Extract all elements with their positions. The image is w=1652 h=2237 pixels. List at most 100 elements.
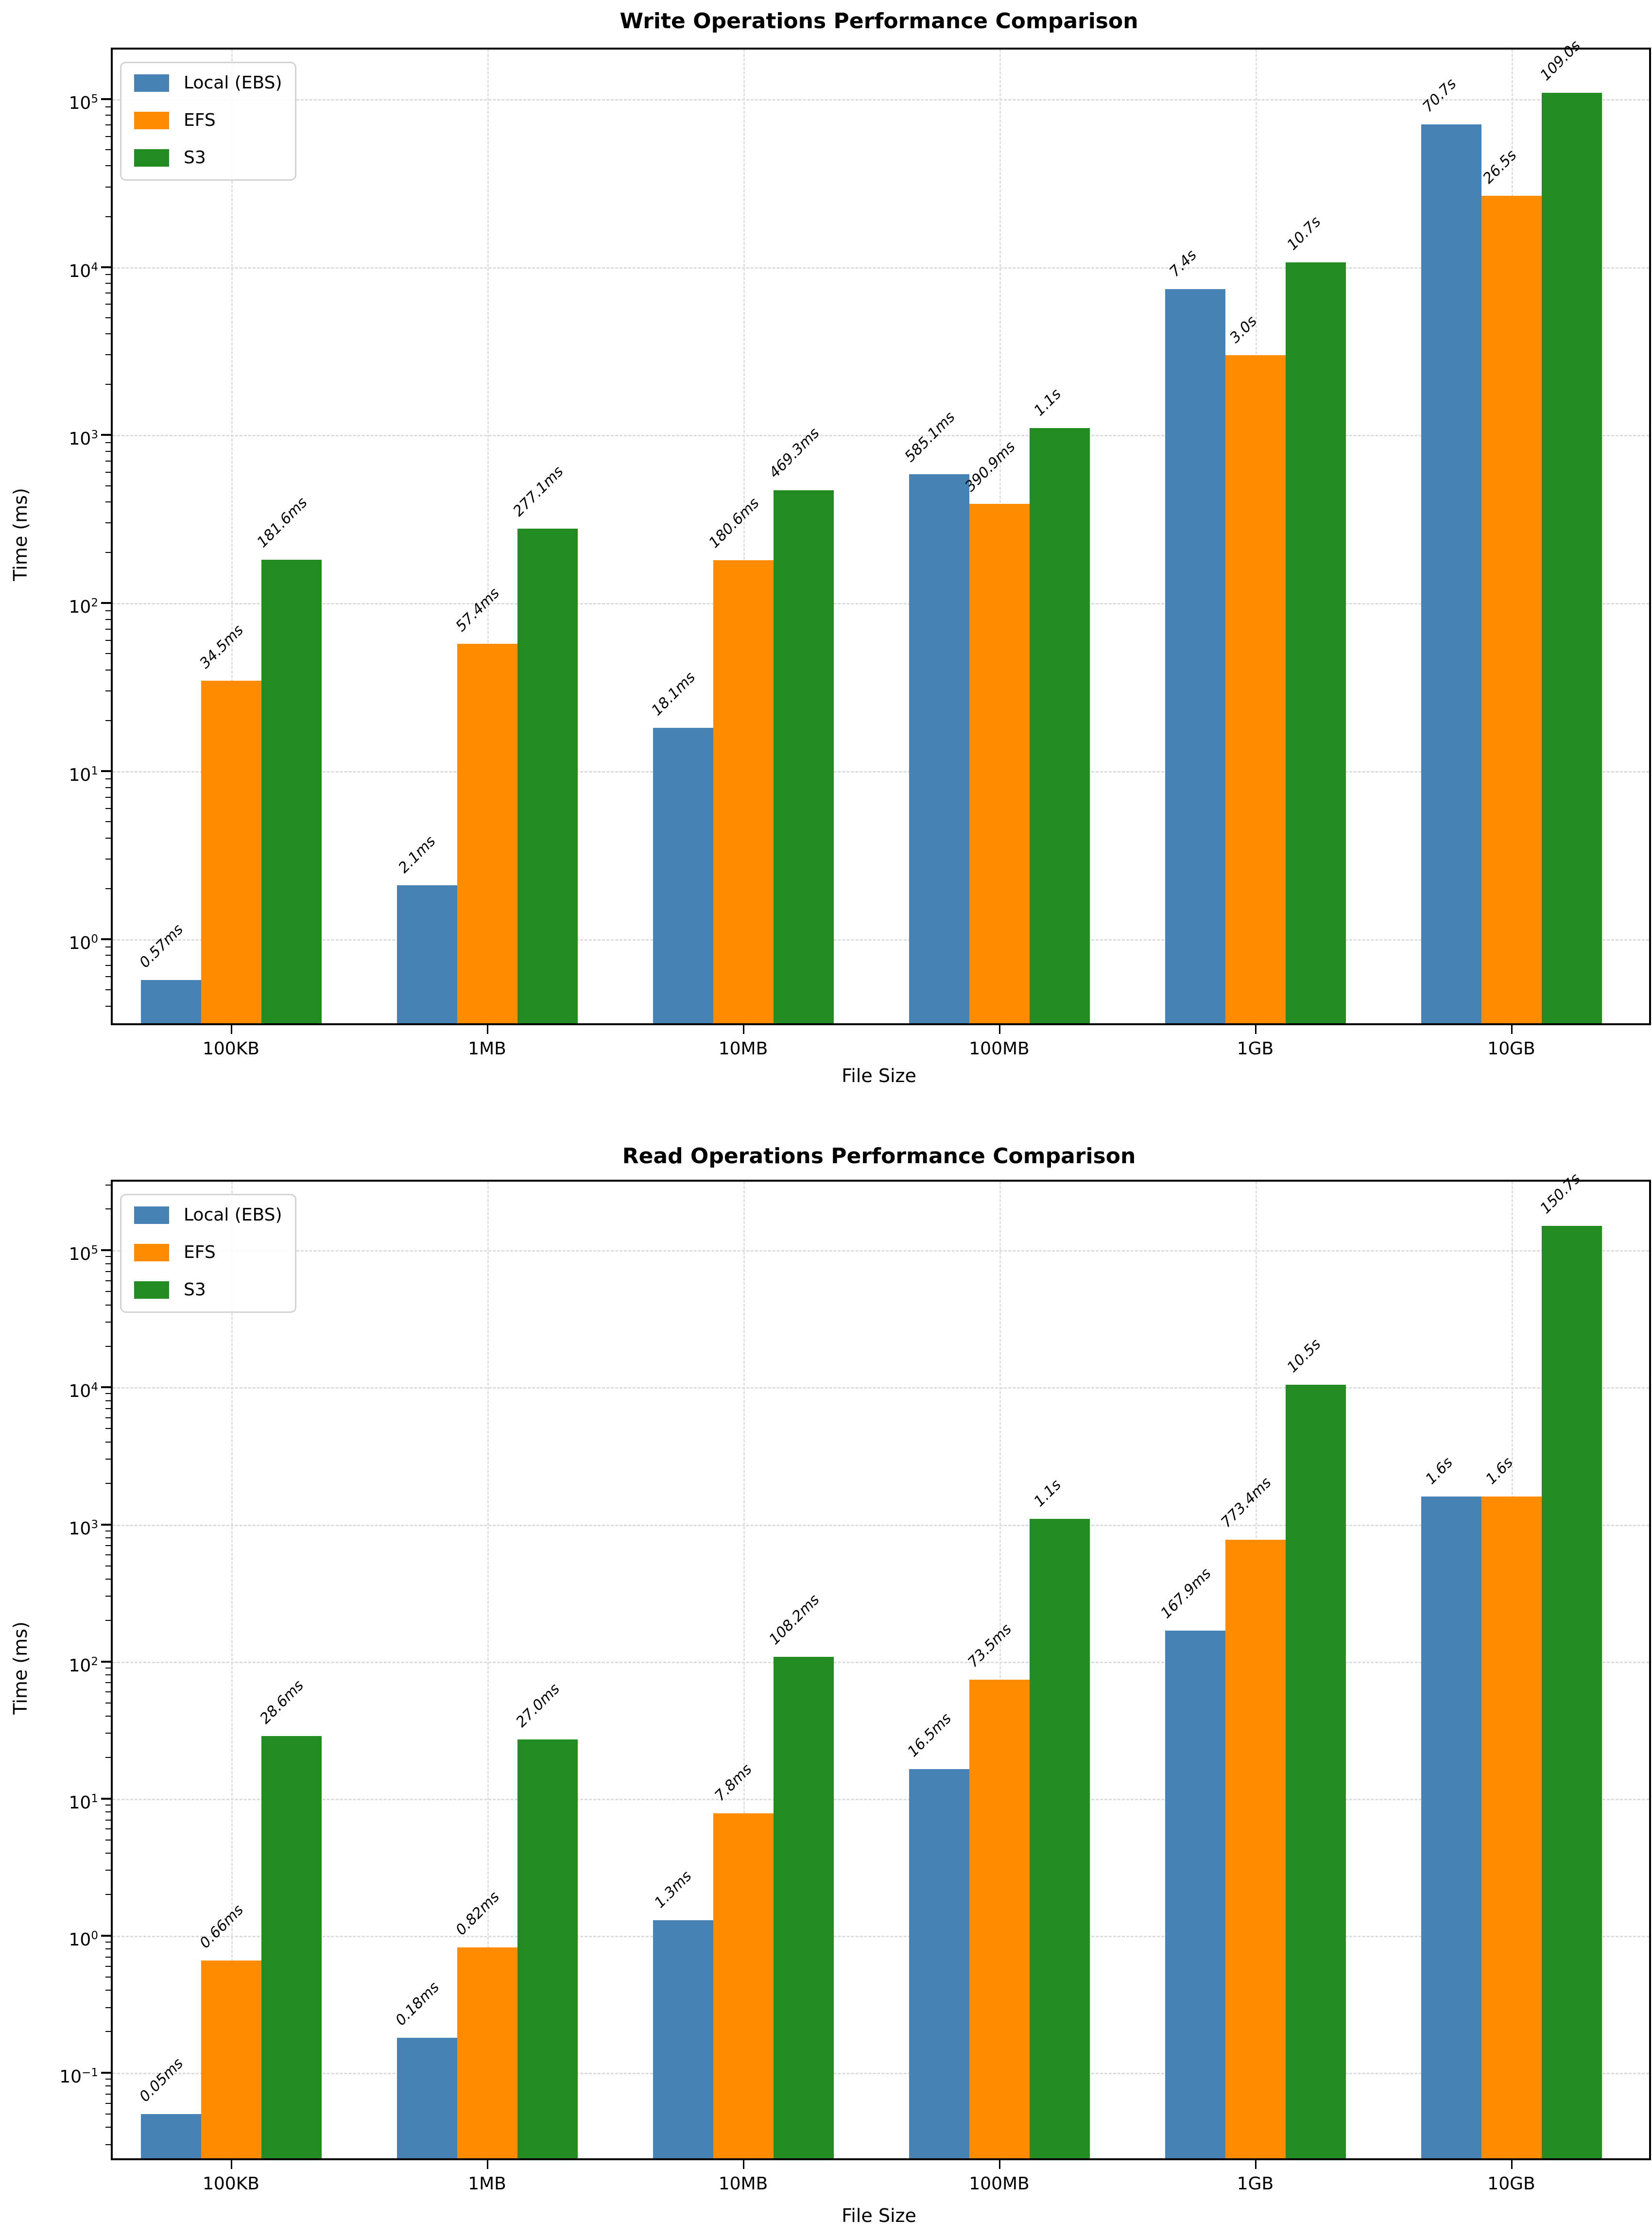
x-tick [230, 1025, 232, 1034]
x-gridline [743, 50, 745, 1023]
y-gridline [113, 99, 1649, 101]
y-minor-tick [105, 274, 111, 275]
y-tick-label: 100 [69, 932, 98, 953]
bar-value-label: 469.3ms [766, 424, 823, 482]
y-gridline [113, 1524, 1649, 1526]
y-minor-tick [105, 964, 111, 966]
y-tick-label: 102 [69, 1655, 98, 1676]
legend-item-s3: S3 [134, 1280, 282, 1300]
bar-value-label: 390.9ms [962, 438, 1019, 495]
x-tick [742, 2160, 744, 2169]
y-major-tick [101, 98, 111, 100]
bar-value-label: 180.6ms [706, 494, 763, 551]
bar-local-ebs-10mb [653, 1920, 713, 2158]
bar-local-ebs-10mb [653, 728, 713, 1023]
y-minor-tick [105, 821, 111, 823]
bar-s3-100kb [261, 559, 322, 1023]
y-tick-label: 101 [69, 1792, 98, 1813]
x-tick [1511, 1025, 1513, 1034]
y-minor-tick [105, 1184, 111, 1186]
y-minor-tick [105, 1733, 111, 1734]
bar-efs-100mb [969, 1680, 1030, 2158]
y-minor-tick [105, 628, 111, 630]
bar-s3-1mb [517, 529, 578, 1023]
bar-s3-100mb [1029, 428, 1090, 1023]
bar-value-label: 16.5ms [904, 1709, 955, 1760]
legend-item-efs: EFS [134, 1242, 282, 1262]
x-tick [230, 2160, 232, 2169]
y-minor-tick [105, 808, 111, 809]
bar-local-ebs-100mb [909, 474, 969, 1023]
y-gridline [113, 435, 1649, 437]
y-minor-tick [105, 1393, 111, 1394]
y-tick-label: 104 [69, 1381, 98, 1402]
y-major-tick [101, 770, 111, 773]
y-tick-label: 100 [69, 1929, 98, 1950]
y-minor-tick [105, 2127, 111, 2128]
bar-value-label: 10.5s [1284, 1335, 1325, 1376]
legend-swatch-efs [134, 1243, 169, 1261]
bar-efs-1gb [1225, 355, 1286, 1023]
legend-item-local-ebs: Local (EBS) [134, 1205, 282, 1225]
write-operations-chart: Write Operations Performance Comparison … [0, 0, 1652, 1118]
y-minor-tick [105, 1208, 111, 1210]
y-tick-label: 103 [69, 1518, 98, 1539]
bar-value-label: 28.6ms [257, 1677, 308, 1728]
y-minor-tick [105, 858, 111, 860]
y-tick-label: 104 [69, 260, 98, 281]
y-minor-tick [105, 165, 111, 167]
y-axis-label: Time (ms) [10, 488, 31, 581]
y-minor-tick [105, 610, 111, 612]
bar-efs-1mb [457, 643, 517, 1023]
y-minor-tick [105, 888, 111, 889]
y-minor-tick [105, 640, 111, 641]
bar-value-label: 108.2ms [766, 1591, 823, 1649]
bar-value-label: 34.5ms [196, 621, 247, 672]
y-minor-tick [105, 106, 111, 107]
bar-value-label: 57.4ms [452, 585, 503, 635]
bar-s3-1gb [1285, 262, 1346, 1023]
y-tick-label: 105 [69, 92, 98, 113]
y-minor-tick [105, 1667, 111, 1669]
y-minor-tick [105, 1702, 111, 1704]
y-minor-tick [105, 1804, 111, 1806]
legend-swatch-local-ebs [134, 1206, 169, 1224]
y-major-tick [101, 1386, 111, 1389]
bar-value-label: 1.3ms [651, 1867, 695, 1911]
y-tick-label: 103 [69, 429, 98, 449]
y-minor-tick [105, 1417, 111, 1419]
y-major-tick [101, 266, 111, 268]
y-minor-tick [105, 989, 111, 991]
y-minor-tick [105, 1280, 111, 1281]
y-major-tick [101, 1660, 111, 1663]
y-major-tick [101, 1797, 111, 1800]
y-minor-tick [105, 2079, 111, 2080]
y-minor-tick [105, 955, 111, 956]
y-gridline [113, 1798, 1649, 1800]
legend-item-efs: EFS [134, 110, 282, 130]
y-minor-tick [105, 522, 111, 524]
y-minor-tick [105, 1345, 111, 1347]
legend: Local (EBS) EFS S3 [120, 1194, 296, 1313]
bar-s3-100kb [261, 1736, 322, 2158]
legend-label: S3 [184, 1280, 206, 1300]
y-minor-tick [105, 2102, 111, 2104]
x-tick-label-10gb: 10GB [1487, 2174, 1535, 2194]
bar-value-label: 70.7s [1419, 75, 1460, 116]
y-minor-tick [105, 1894, 111, 1895]
y-minor-tick [105, 472, 111, 473]
plot-area: 100 101 102 103 104 105 100KB 1MB 10MB 100MB 1GB 10… [69, 37, 1651, 1059]
bar-efs-1gb [1225, 1540, 1286, 2158]
y-minor-tick [105, 619, 111, 620]
y-minor-tick [105, 2007, 111, 2008]
y-minor-tick [105, 1459, 111, 1460]
bar-s3-10mb [773, 490, 834, 1023]
bar-efs-1mb [457, 1947, 517, 2158]
x-tick [486, 1025, 488, 1034]
y-minor-tick [105, 1956, 111, 1958]
y-minor-tick [105, 1256, 111, 1257]
bar-value-label: 0.05ms [136, 2055, 187, 2106]
bar-local-ebs-10gb [1421, 1497, 1481, 2158]
x-gridline [231, 1182, 233, 2158]
bar-efs-10mb [713, 1813, 774, 2158]
